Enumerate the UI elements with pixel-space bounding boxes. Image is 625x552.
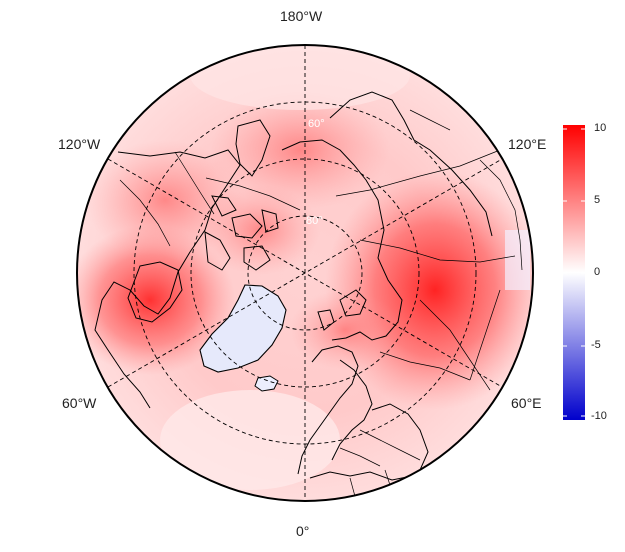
lon-label-180w: 180°W — [280, 8, 323, 24]
colorbar-tick-label: 5 — [594, 194, 601, 206]
chukchi-warm-patch — [210, 90, 390, 210]
colorbar — [563, 125, 585, 420]
atlantic-pale-area — [160, 390, 340, 490]
colorbar-ticks — [563, 128, 585, 417]
lat-label-80: 80° — [306, 215, 323, 227]
colorbar-tick-label: -10 — [591, 410, 607, 422]
lon-label-120e: 120°E — [508, 136, 547, 152]
lon-label-0: 0° — [296, 523, 310, 539]
colorbar-tick-label: 10 — [594, 122, 607, 134]
graticule — [107, 45, 503, 501]
greenland-cold-area — [199, 284, 287, 373]
lon-label-120w: 120°W — [58, 136, 101, 152]
east-asia-pixels — [505, 230, 530, 290]
central-warm-patch — [200, 185, 320, 275]
kara-warm-patch — [290, 290, 400, 370]
colorbar-tick-label: 0 — [594, 266, 601, 278]
pacific-pale-area — [190, 45, 410, 110]
lon-label-60e: 60°E — [511, 395, 542, 411]
lon-label-60w: 60°W — [62, 395, 97, 411]
canada-warm-patch — [77, 225, 235, 375]
map-boundary — [76, 44, 534, 502]
iceland — [254, 375, 279, 392]
anomaly-field — [77, 45, 533, 501]
lat-label-60: 60° — [308, 118, 325, 130]
colorbar-tick-label: -5 — [591, 339, 601, 351]
